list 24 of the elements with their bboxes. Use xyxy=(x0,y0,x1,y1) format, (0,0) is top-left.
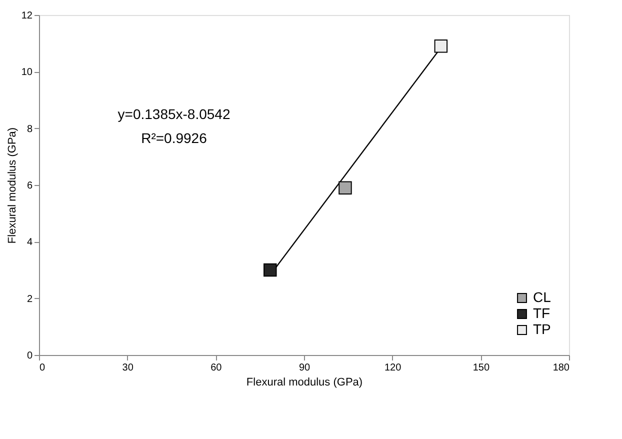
y-tick-label: 8 xyxy=(26,124,33,135)
x-tick-label: 30 xyxy=(122,362,134,374)
x-axis-title: Flexural modulus (GPa) xyxy=(246,376,363,388)
annotation: R²=0.9926 xyxy=(141,130,208,146)
y-tick-label: 12 xyxy=(21,10,33,22)
legend-label: CL xyxy=(533,289,552,305)
y-tick-label: 0 xyxy=(26,350,33,362)
y-tick-label: 6 xyxy=(26,180,33,192)
point xyxy=(434,40,448,53)
legend-label: TF xyxy=(533,305,550,321)
point xyxy=(338,181,352,194)
x-tick-label: 90 xyxy=(298,362,310,374)
point xyxy=(264,263,277,277)
annotation: y=0.1385x-8.0542 xyxy=(118,106,230,122)
y-axis-title: Flexural modulus (GPa) xyxy=(6,127,18,244)
x-tick-label: 0 xyxy=(40,362,46,374)
x-tick-label: 120 xyxy=(384,362,402,374)
x-tick-label: 150 xyxy=(472,362,490,374)
legend-label: TP xyxy=(533,321,551,337)
y-tick-label: 2 xyxy=(26,294,33,305)
y-tick-label: 4 xyxy=(26,237,33,248)
x-tick-label: 60 xyxy=(210,362,222,374)
x-tick-label: 180 xyxy=(552,362,570,374)
y-tick-label: 10 xyxy=(21,67,33,78)
